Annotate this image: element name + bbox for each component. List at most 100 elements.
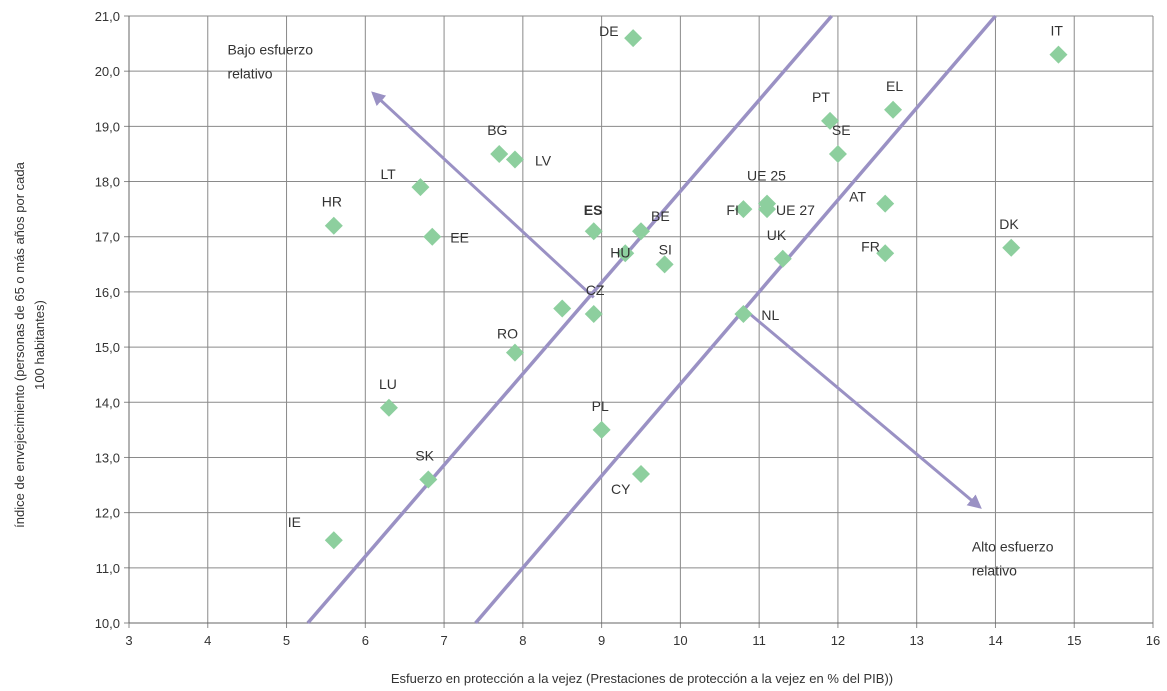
data-point-nl: [734, 304, 753, 323]
x-tick-label: 9: [598, 633, 605, 648]
point-label: AT: [849, 189, 866, 205]
data-point-hu: [616, 244, 635, 263]
y-tick-label: 16,0: [95, 285, 120, 300]
data-point-si: [655, 255, 674, 274]
y-tick-label: 18,0: [95, 175, 120, 190]
data-points: [324, 29, 1068, 550]
x-tick-label: 11: [752, 633, 766, 648]
point-label: BG: [487, 122, 507, 138]
data-point-uk: [773, 249, 792, 268]
x-tick-label: 15: [1067, 633, 1081, 648]
point-label: EE: [450, 230, 469, 246]
direction-arrow-1: [371, 91, 595, 299]
y-tick-label: 20,0: [95, 64, 120, 79]
point-label: LT: [380, 166, 396, 182]
data-point-lt: [411, 178, 430, 197]
diagonal-line-1: [306, 14, 833, 625]
annotations: Bajo esfuerzo relativo Alto esfuerzo relati…: [227, 42, 1053, 579]
y-tick-label: 17,0: [95, 230, 120, 245]
y-tick-label: 11,0: [96, 561, 120, 576]
point-label: EL: [886, 78, 903, 94]
x-axis-ticks: 3 4 5 6 7 8 9 10 11 12 13 14 15 16: [125, 633, 1160, 648]
y-tick-label: 10,0: [95, 616, 120, 631]
point-label: LU: [379, 376, 397, 392]
point-label: DK: [999, 216, 1019, 232]
point-label: CY: [611, 481, 631, 497]
y-tick-label: 15,0: [95, 340, 120, 355]
x-tick-label: 4: [204, 633, 211, 648]
point-label: PT: [812, 89, 830, 105]
axes: [124, 15, 1154, 628]
point-label: LV: [535, 152, 552, 168]
point-label: NL: [761, 307, 779, 323]
y-tick-label: 21,0: [95, 9, 120, 24]
x-tick-label: 6: [362, 633, 369, 648]
data-point-fi: [734, 200, 753, 219]
point-label: UE 25: [747, 168, 786, 184]
x-tick-label: 7: [440, 633, 447, 648]
point-label: SE: [832, 122, 851, 138]
data-point-sk: [419, 470, 438, 489]
data-point: [553, 299, 572, 318]
y-axis-title-line-2: 100 habitantes): [32, 300, 47, 390]
data-point-ue-27: [758, 200, 777, 219]
x-tick-label: 16: [1146, 633, 1160, 648]
point-label: IE: [288, 514, 301, 530]
y-axis-ticks: 10,0 11,0 12,0 13,0 14,0 15,0 16,0 17,0 18,0 19,0…: [95, 9, 120, 631]
y-tick-label: 12,0: [95, 506, 120, 521]
data-point-cz: [584, 304, 603, 323]
point-label: PL: [592, 398, 609, 414]
point-label: CZ: [586, 282, 605, 298]
x-axis-title: Esfuerzo en protección a la vejez (Prest…: [391, 671, 893, 686]
x-tick-label: 14: [988, 633, 1002, 648]
x-tick-label: 5: [283, 633, 290, 648]
point-label: SK: [415, 448, 434, 464]
x-tick-label: 12: [831, 633, 845, 648]
data-point-ee: [423, 227, 442, 246]
point-label: RO: [497, 326, 518, 342]
point-label: HR: [322, 194, 342, 210]
x-tick-label: 13: [909, 633, 923, 648]
data-point-el: [884, 100, 903, 119]
point-label: SI: [659, 241, 672, 257]
point-label: BE: [651, 208, 670, 224]
data-point-pt: [821, 111, 840, 130]
data-point-pl: [592, 420, 611, 439]
point-label: IT: [1050, 23, 1063, 39]
point-label: FI: [726, 202, 738, 218]
annotation-text: Bajo esfuerzo: [227, 42, 313, 58]
data-point-be: [632, 222, 650, 241]
data-point-at: [876, 194, 895, 213]
data-point-de: [624, 29, 643, 48]
data-point-ro: [505, 343, 524, 362]
data-point-fr: [876, 244, 895, 263]
data-point-dk: [1002, 238, 1021, 257]
x-tick-label: 10: [673, 633, 687, 648]
y-tick-label: 13,0: [95, 450, 120, 465]
data-point-lu: [379, 398, 398, 417]
data-point-bg: [490, 144, 509, 163]
y-axis-title-line-1: índice de envejecimiento (personas de 65…: [12, 161, 27, 527]
data-point-es: [584, 222, 603, 241]
x-tick-label: 8: [519, 633, 526, 648]
grid: [128, 15, 1154, 624]
data-point-ie: [324, 531, 343, 550]
point-label: ES: [584, 202, 603, 218]
direction-arrow-2: [742, 307, 982, 509]
diagonal-line-2: [474, 14, 997, 625]
data-point-cy: [632, 465, 650, 484]
arrows: [371, 91, 982, 509]
data-point-hr: [324, 216, 343, 235]
point-label: HU: [610, 244, 630, 260]
annotation-text: Alto esfuerzo: [972, 538, 1054, 554]
annotation-text: relativo: [972, 562, 1017, 578]
data-point-it: [1049, 45, 1068, 64]
point-label: UE 27: [776, 202, 815, 218]
x-tick-label: 3: [125, 633, 132, 648]
y-tick-label: 19,0: [95, 119, 120, 134]
annotation-text: relativo: [227, 66, 272, 82]
point-label: UK: [767, 227, 787, 243]
diagonal-lines: [306, 14, 997, 625]
data-point-se: [828, 144, 847, 163]
y-tick-label: 14,0: [95, 395, 120, 410]
